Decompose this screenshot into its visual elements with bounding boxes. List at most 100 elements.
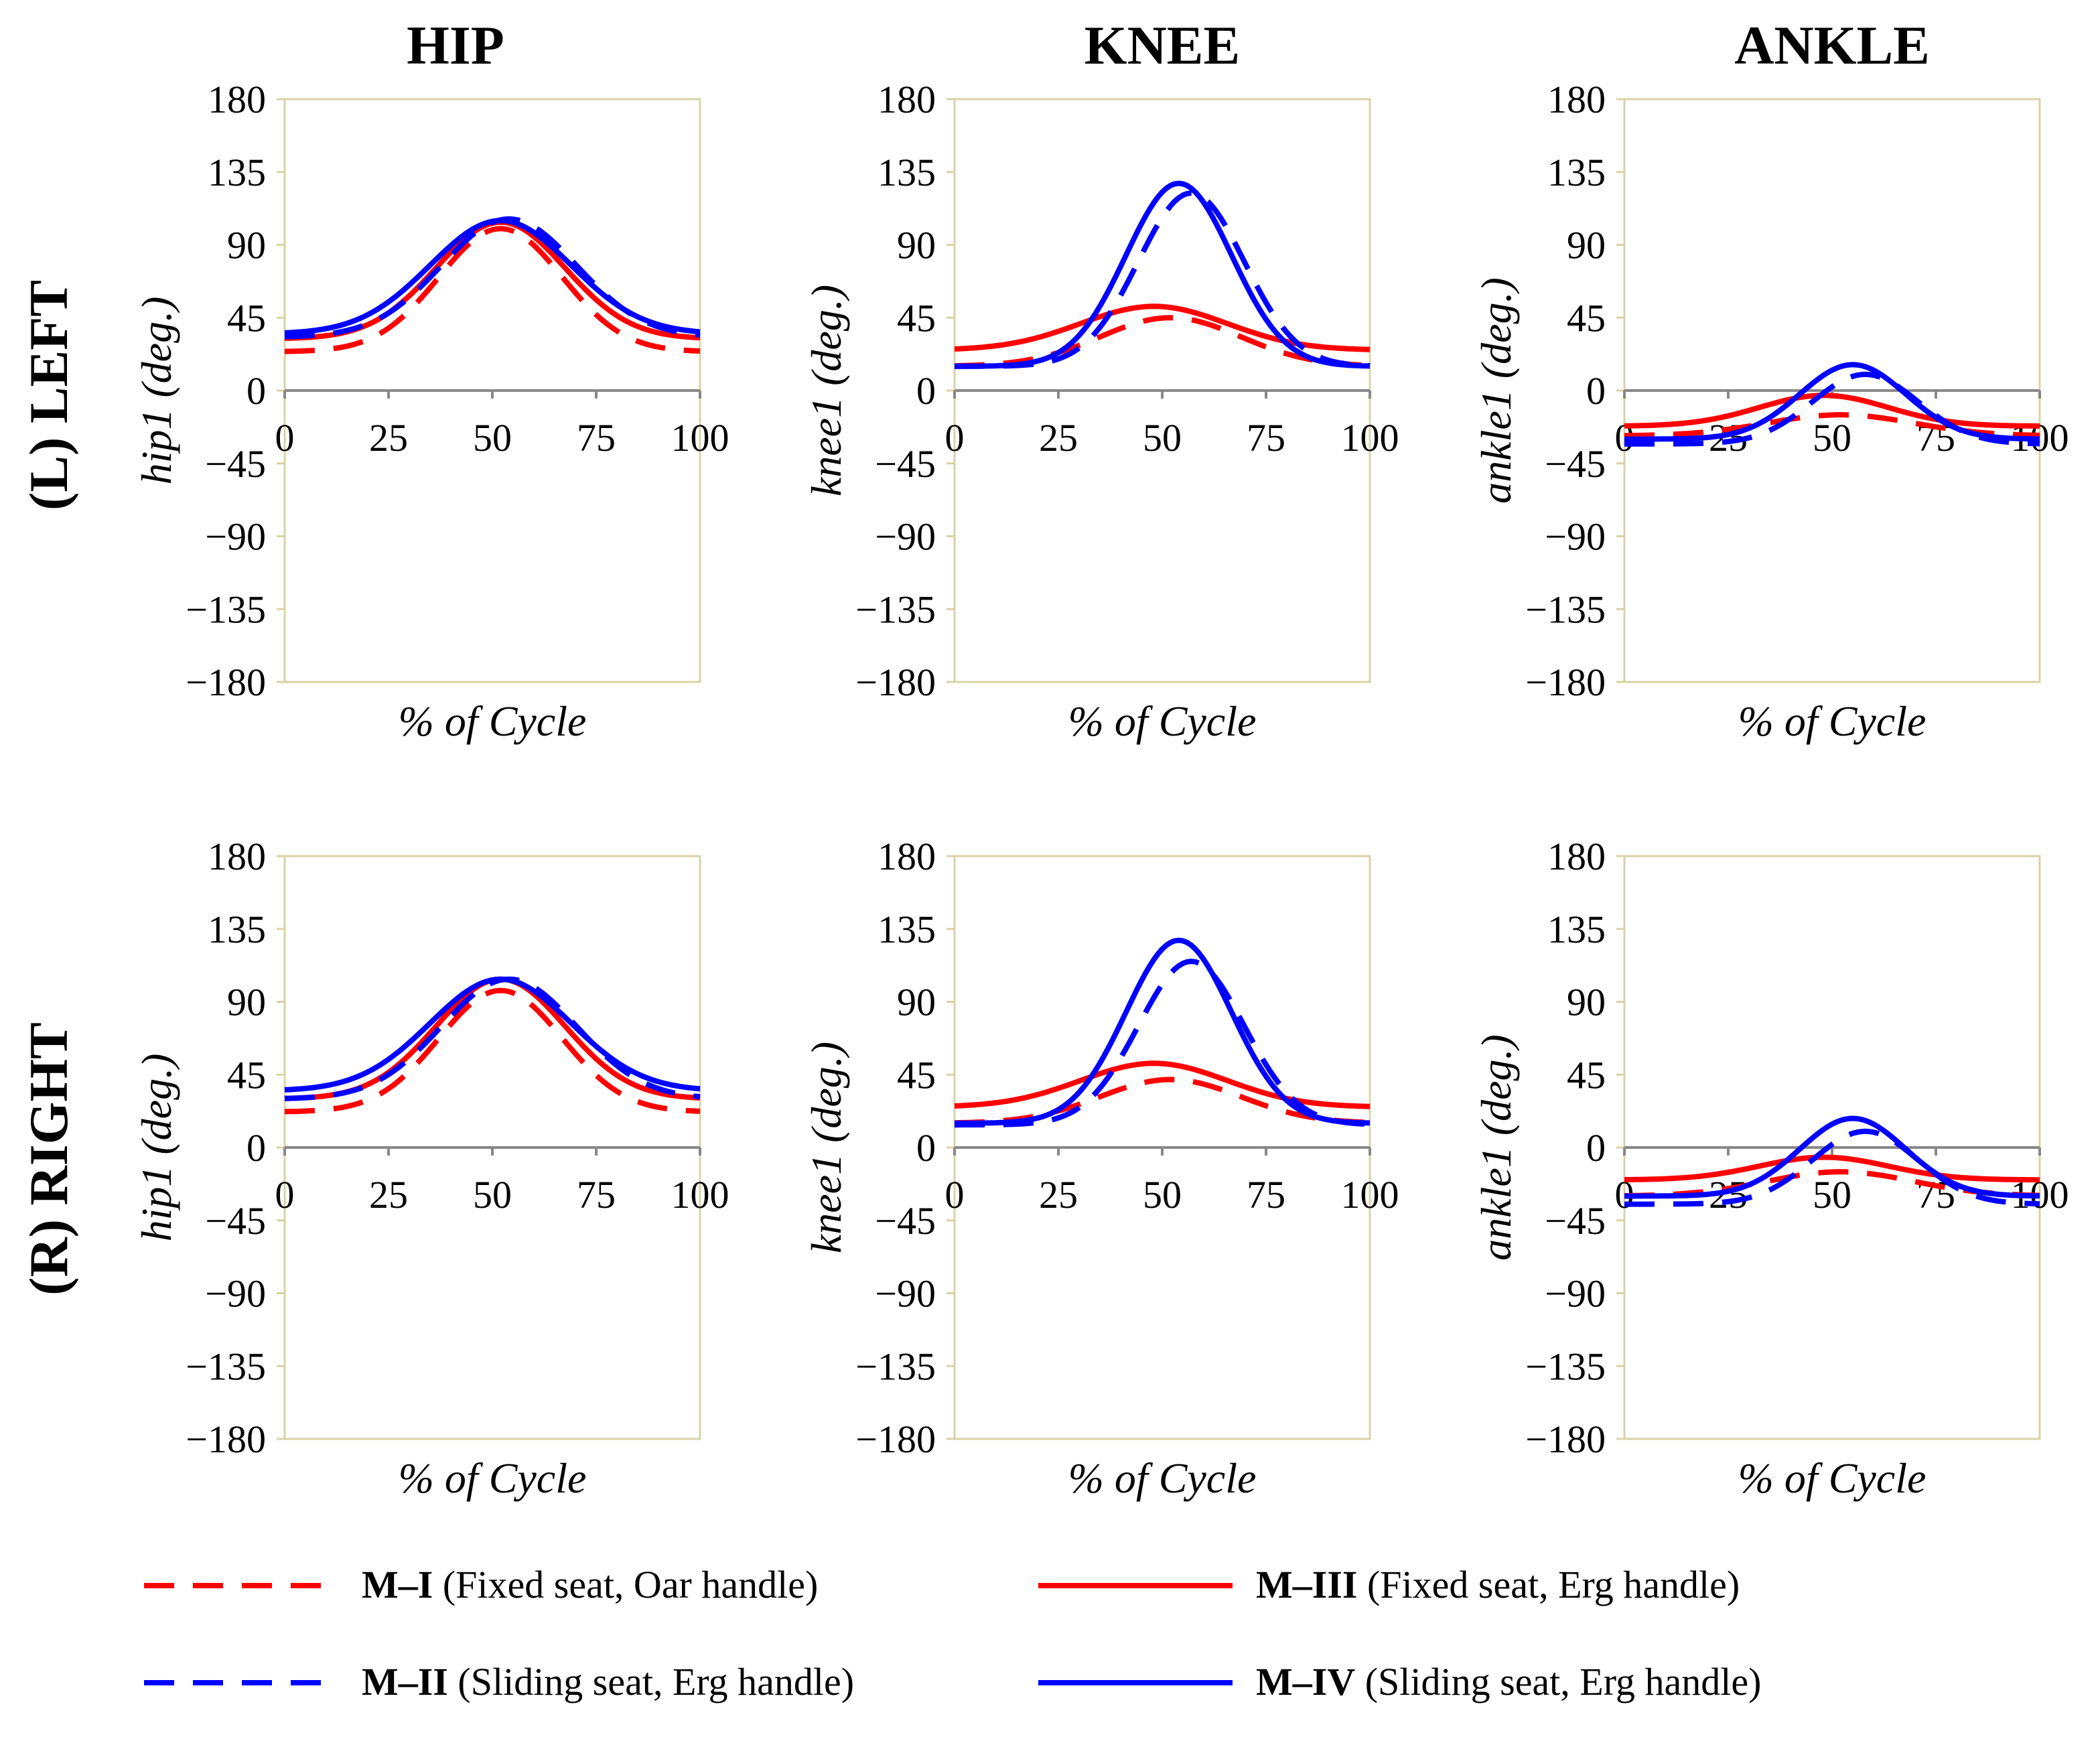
- y-tick-label: 0: [247, 369, 266, 413]
- row-title-l-left: (L) LEFT: [18, 280, 79, 510]
- series-line-m-i: [954, 315, 1371, 369]
- y-tick-label: −90: [205, 515, 266, 559]
- legend-label: M–IV (Sliding seat, Erg handle): [1256, 1660, 1761, 1704]
- y-axis-label: knee1 (deg.): [802, 285, 850, 496]
- y-axis-label: knee1 (deg.): [802, 1042, 850, 1253]
- x-tick-label: 0: [275, 1173, 295, 1217]
- column-title-ankle: ANKLE: [1734, 15, 1930, 76]
- y-tick-label: 45: [1567, 1053, 1606, 1097]
- x-tick-label: 0: [945, 416, 965, 460]
- series-line-m-iv: [955, 937, 1371, 1126]
- series-line-m-ii: [1624, 1128, 2040, 1207]
- y-tick-label: 90: [227, 224, 266, 267]
- x-tick-label: 0: [945, 1173, 965, 1217]
- legend-label: M–III (Fixed seat, Erg handle): [1256, 1563, 1740, 1606]
- y-tick-label: 180: [1547, 835, 1606, 878]
- x-tick-label: 75: [1247, 1173, 1285, 1217]
- legend-code: M–II: [362, 1660, 448, 1704]
- series-line-m-iv: [284, 976, 701, 1093]
- y-tick-label: 45: [897, 1053, 936, 1097]
- legend-code: M–IV: [1256, 1660, 1355, 1704]
- titles: HIP KNEE ANKLE (L) LEFT (R) RIGHT: [18, 15, 1930, 1296]
- y-tick-label: 135: [878, 151, 936, 194]
- y-axis-label: ankle1 (deg.): [1472, 277, 1520, 504]
- series-line-m-iii: [1624, 393, 2040, 429]
- x-axis-label: % of Cycle: [1738, 697, 1927, 745]
- x-axis-label: % of Cycle: [399, 697, 587, 745]
- x-tick-label: 75: [577, 1173, 616, 1217]
- legend-description: (Fixed seat, Erg handle): [1357, 1563, 1740, 1606]
- y-tick-label: 180: [208, 835, 266, 878]
- y-tick-label: −90: [875, 1272, 936, 1316]
- y-tick-label: −135: [1525, 1344, 1606, 1388]
- series-line-m-ii: [955, 959, 1371, 1128]
- x-axis-label: % of Cycle: [399, 1454, 587, 1502]
- y-tick-label: −180: [1525, 1417, 1606, 1461]
- x-tick-label: 100: [1341, 416, 1399, 460]
- y-tick-label: 135: [208, 151, 266, 194]
- y-tick-label: 90: [227, 981, 266, 1024]
- x-tick-label: 50: [1143, 416, 1182, 460]
- x-tick-label: 75: [577, 416, 616, 460]
- series-line-m-i: [284, 226, 701, 354]
- y-tick-label: −180: [1525, 661, 1606, 704]
- y-tick-label: −135: [186, 587, 266, 631]
- y-tick-label: 135: [1547, 908, 1606, 951]
- y-tick-label: −180: [186, 661, 266, 704]
- y-tick-label: −135: [855, 1344, 936, 1388]
- x-tick-label: 50: [473, 1173, 512, 1217]
- x-tick-label: 25: [1039, 416, 1078, 460]
- x-tick-label: 50: [1813, 416, 1851, 460]
- series-line-m-iii: [954, 1060, 1371, 1109]
- x-tick-label: 25: [369, 416, 408, 460]
- y-tick-label: 90: [897, 981, 936, 1024]
- x-tick-label: 50: [1813, 1173, 1851, 1217]
- x-axis-label: % of Cycle: [1068, 1454, 1257, 1502]
- series-line-m-iv: [1624, 1115, 2040, 1199]
- x-tick-label: 25: [369, 1173, 408, 1217]
- y-tick-label: 0: [916, 369, 936, 413]
- x-tick-label: 100: [1341, 1173, 1399, 1217]
- legend-description: (Fixed seat, Oar handle): [433, 1563, 818, 1606]
- column-title-knee: KNEE: [1084, 15, 1240, 76]
- series-line-m-iv: [1624, 362, 2040, 442]
- legend-description: (Sliding seat, Erg handle): [448, 1660, 854, 1704]
- y-tick-label: −180: [186, 1417, 266, 1461]
- y-tick-label: 180: [208, 78, 266, 121]
- y-tick-label: −45: [1545, 1199, 1606, 1243]
- y-tick-label: 90: [897, 224, 936, 267]
- legend-entry-m-iii: M–III (Fixed seat, Erg handle): [1038, 1563, 1740, 1606]
- legend-description: (Sliding seat, Erg handle): [1355, 1660, 1761, 1704]
- legend-label: M–II (Sliding seat, Erg handle): [362, 1660, 854, 1704]
- legend-label: M–I (Fixed seat, Oar handle): [362, 1563, 818, 1606]
- y-tick-label: 135: [878, 908, 936, 951]
- y-tick-label: 180: [878, 78, 936, 121]
- y-tick-label: 0: [1586, 1126, 1606, 1170]
- y-tick-label: 0: [247, 1126, 266, 1170]
- x-tick-label: 100: [671, 416, 729, 460]
- legend: M–I (Fixed seat, Oar handle) M–III (Fixed…: [144, 1563, 1761, 1704]
- y-tick-label: 45: [897, 296, 936, 340]
- legend-entry-m-i: M–I (Fixed seat, Oar handle): [144, 1563, 818, 1606]
- y-tick-label: 135: [1547, 151, 1606, 194]
- y-tick-label: −90: [1545, 515, 1606, 559]
- legend-code: M–I: [362, 1563, 433, 1606]
- y-tick-label: 45: [1567, 296, 1606, 340]
- y-tick-label: −45: [875, 442, 936, 486]
- series-line-m-iii: [1624, 1154, 2040, 1183]
- series-line-m-iv: [955, 180, 1371, 369]
- y-tick-label: −180: [855, 661, 936, 704]
- y-tick-label: 180: [1547, 78, 1606, 121]
- series-line-m-i: [284, 987, 701, 1115]
- column-title-hip: HIP: [407, 15, 504, 76]
- legend-code: M–III: [1256, 1563, 1357, 1606]
- x-tick-label: 50: [473, 416, 512, 460]
- y-tick-label: 0: [1586, 369, 1606, 413]
- x-tick-label: 75: [1247, 416, 1285, 460]
- y-tick-label: −90: [1545, 1272, 1606, 1316]
- y-tick-label: −90: [205, 1272, 266, 1316]
